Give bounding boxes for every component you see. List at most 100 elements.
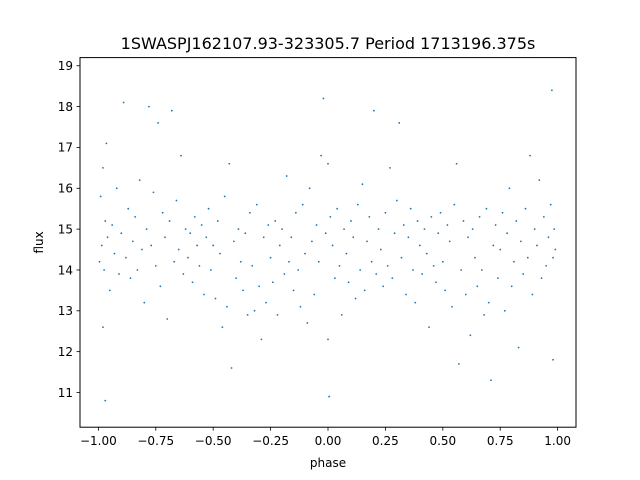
data-point xyxy=(350,220,352,222)
data-point xyxy=(166,318,169,320)
data-point xyxy=(129,277,132,280)
data-point xyxy=(150,244,153,247)
data-point xyxy=(301,203,304,206)
data-point xyxy=(207,207,210,210)
data-point xyxy=(306,322,309,324)
data-point xyxy=(127,207,130,210)
data-point xyxy=(506,232,509,235)
data-point xyxy=(542,215,545,218)
data-point xyxy=(251,264,254,267)
data-point xyxy=(216,220,219,222)
data-point xyxy=(480,269,483,271)
data-point xyxy=(131,240,134,243)
data-point xyxy=(366,240,368,243)
x-tick-label: 1.00 xyxy=(544,434,571,448)
data-point xyxy=(345,252,348,255)
data-point xyxy=(503,309,506,312)
data-point xyxy=(347,281,350,284)
data-point xyxy=(391,277,394,280)
data-point xyxy=(361,183,364,186)
data-point xyxy=(320,154,323,157)
data-point xyxy=(138,179,141,182)
data-point xyxy=(405,293,407,296)
data-point xyxy=(269,256,272,259)
data-point xyxy=(389,166,391,169)
data-point xyxy=(281,228,283,231)
data-point xyxy=(255,203,258,206)
data-point xyxy=(430,215,433,218)
data-point xyxy=(524,207,527,210)
data-point xyxy=(157,122,159,124)
data-point xyxy=(437,232,440,235)
data-point xyxy=(102,326,104,329)
data-point xyxy=(377,228,380,231)
data-point xyxy=(249,211,251,214)
data-point xyxy=(173,260,176,263)
data-point xyxy=(336,207,339,210)
data-point xyxy=(549,203,552,206)
data-point xyxy=(418,244,421,247)
x-tick-label: −1.00 xyxy=(80,434,117,448)
data-point xyxy=(182,273,185,275)
x-tick-label: 0.00 xyxy=(315,434,342,448)
data-point xyxy=(552,256,554,259)
data-point xyxy=(526,256,529,259)
data-point xyxy=(522,273,525,275)
data-point xyxy=(205,236,208,239)
x-axis-label: phase xyxy=(310,456,346,470)
data-point xyxy=(384,211,387,214)
data-point xyxy=(118,273,120,275)
x-tick-label: −0.75 xyxy=(137,434,174,448)
data-point xyxy=(439,211,442,214)
data-point xyxy=(386,264,389,267)
data-point xyxy=(485,207,488,210)
data-point xyxy=(395,199,398,202)
data-point xyxy=(328,395,331,398)
data-point xyxy=(538,179,541,182)
x-tick-label: 0.25 xyxy=(372,434,399,448)
data-point xyxy=(375,273,378,275)
data-point xyxy=(267,224,270,226)
data-point xyxy=(499,248,502,251)
data-point xyxy=(464,293,467,296)
data-point xyxy=(154,264,157,267)
data-point xyxy=(191,281,194,284)
data-point xyxy=(145,228,148,231)
data-point xyxy=(226,305,228,308)
data-point xyxy=(531,293,534,296)
data-point xyxy=(444,289,447,292)
data-point xyxy=(278,244,281,247)
data-point xyxy=(180,154,182,157)
data-point xyxy=(510,285,513,288)
chart-title: 1SWASPJ162107.93-323305.7 Period 1713196… xyxy=(121,34,536,53)
data-point xyxy=(152,191,155,194)
data-point xyxy=(103,269,106,271)
data-point xyxy=(414,301,417,304)
data-point xyxy=(219,252,221,255)
data-point xyxy=(196,244,199,247)
x-tick-label: 0.75 xyxy=(487,434,514,448)
data-point xyxy=(228,162,231,165)
data-point xyxy=(136,269,139,271)
data-point xyxy=(462,220,465,222)
data-point xyxy=(108,289,111,292)
data-point xyxy=(379,248,382,251)
data-point xyxy=(492,244,495,247)
data-point xyxy=(540,277,543,280)
data-point xyxy=(221,326,224,329)
data-point xyxy=(99,195,102,198)
data-point xyxy=(134,215,137,218)
data-point xyxy=(177,248,180,251)
data-point xyxy=(448,240,451,243)
data-point xyxy=(327,162,329,165)
data-point xyxy=(553,228,556,231)
data-point xyxy=(474,256,476,259)
data-point xyxy=(382,285,385,288)
data-point xyxy=(363,289,366,292)
data-point xyxy=(244,232,247,235)
data-point xyxy=(446,224,449,226)
data-point xyxy=(467,236,469,239)
data-point xyxy=(460,269,463,271)
y-axis-label: flux xyxy=(32,231,46,253)
